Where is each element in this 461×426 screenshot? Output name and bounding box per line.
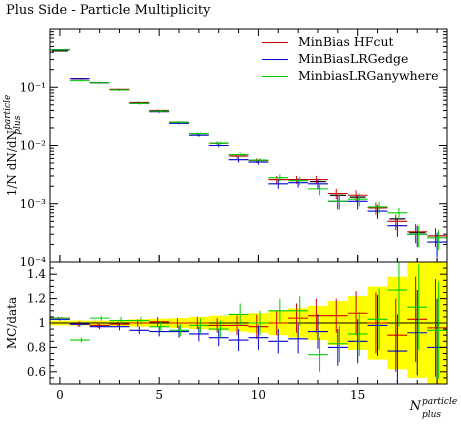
x-tick-label: 15 — [350, 388, 365, 402]
x-axis-label-sup: particle — [422, 397, 457, 407]
y-tick-label-main: 10⁻⁴ — [20, 255, 47, 269]
legend-item-lrgedge: MinBiasLRGedge — [262, 50, 439, 67]
legend-item-hfcut: MinBias HFcut — [262, 33, 439, 50]
y-tick-label-main: 10⁻¹ — [20, 80, 46, 94]
legend-swatch-lrganywhere — [262, 76, 288, 77]
x-axis-label-sub: plus — [422, 410, 441, 420]
y-tick-label-ratio: 1.4 — [27, 267, 46, 281]
y-tick-label-ratio: 0.6 — [27, 365, 46, 379]
y-tick-label-main: 10⁻² — [20, 139, 47, 153]
y-axis-label-ratio: MC/data — [5, 297, 19, 349]
chart-title: Plus Side - Particle Multiplicity — [6, 3, 211, 18]
y-tick-label-ratio: 1.2 — [27, 292, 46, 306]
y-axis-label-main: 1/N dN/dNparticleplus — [3, 95, 23, 197]
y-tick-label-main: 10⁻³ — [20, 197, 47, 211]
legend-item-lrganywhere: MinbiasLRGanywhere — [262, 67, 439, 84]
legend-label-lrganywhere: MinbiasLRGanywhere — [298, 68, 439, 83]
legend: MinBias HFcut MinBiasLRGedge MinbiasLRGa… — [262, 33, 439, 84]
ratio-band-group — [50, 262, 447, 384]
series-main-2 — [50, 49, 447, 251]
series-ratio-1 — [50, 290, 447, 384]
y-tick-label-ratio: 1 — [38, 316, 46, 330]
x-tick-label: 10 — [251, 388, 266, 402]
x-axis-label: N — [409, 399, 422, 414]
legend-label-lrgedge: MinBiasLRGedge — [298, 51, 409, 66]
y-tick-label-ratio: 0.8 — [27, 340, 46, 354]
legend-swatch-lrgedge — [262, 59, 288, 60]
x-tick-label: 0 — [56, 388, 64, 402]
x-tick-label: 5 — [155, 388, 163, 402]
legend-swatch-hfcut — [262, 42, 288, 43]
series-ratio-2 — [50, 262, 447, 380]
legend-label-hfcut: MinBias HFcut — [298, 34, 394, 49]
